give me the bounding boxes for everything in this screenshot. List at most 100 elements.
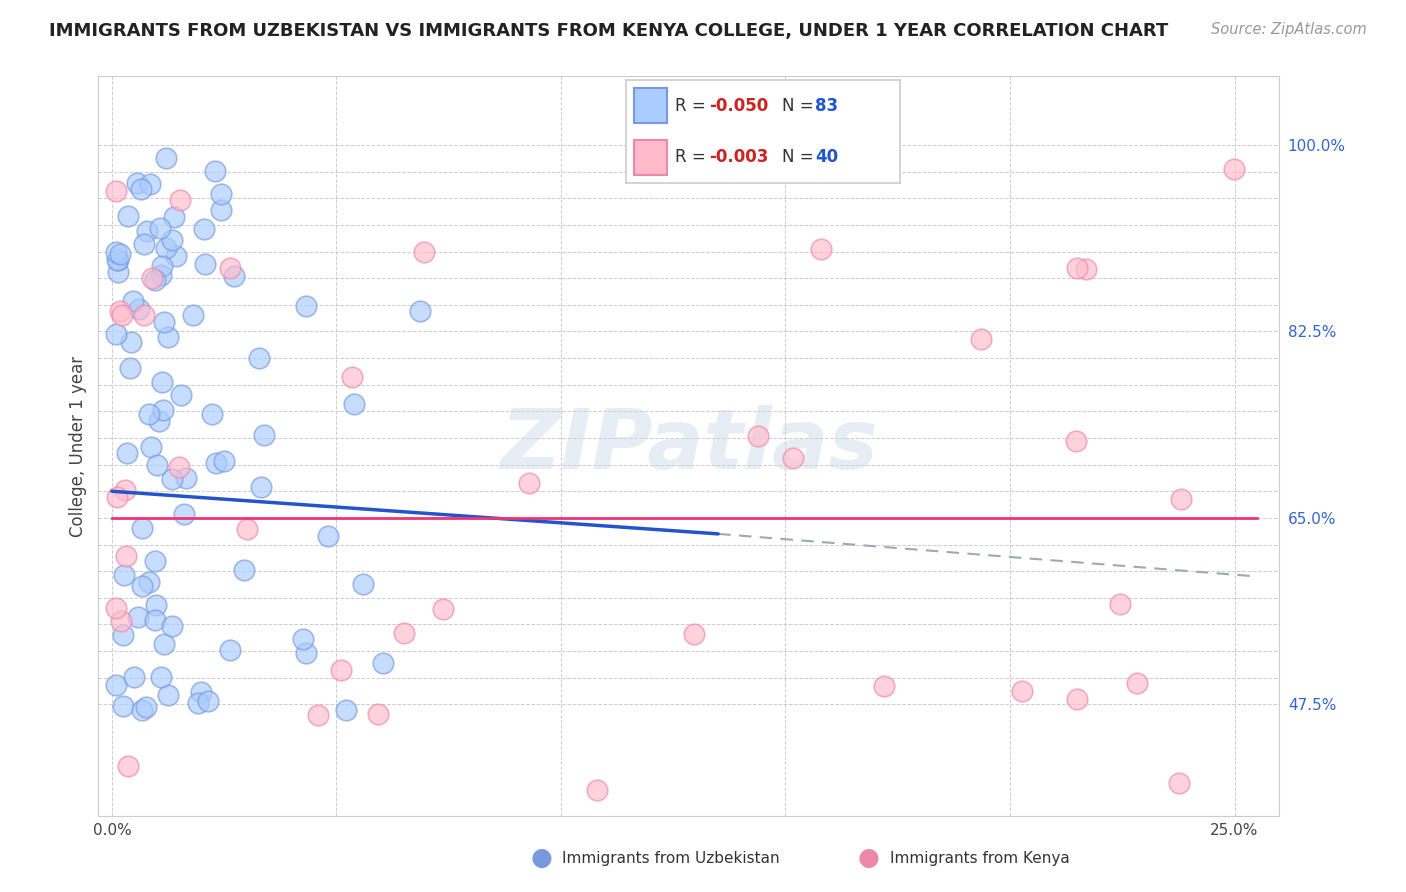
Point bbox=[149, 670, 172, 684]
Point bbox=[135, 700, 157, 714]
Point bbox=[970, 332, 993, 346]
Point bbox=[335, 703, 357, 717]
Point bbox=[115, 446, 138, 460]
Point bbox=[371, 656, 394, 670]
Point bbox=[1066, 260, 1088, 275]
Point bbox=[586, 782, 609, 797]
Point bbox=[187, 696, 209, 710]
Point bbox=[409, 303, 432, 318]
Point bbox=[292, 632, 315, 647]
Y-axis label: College, Under 1 year: College, Under 1 year bbox=[69, 355, 87, 537]
Point bbox=[132, 237, 155, 252]
Point bbox=[139, 440, 162, 454]
Point bbox=[295, 646, 318, 660]
Point bbox=[193, 222, 215, 236]
Point bbox=[131, 579, 153, 593]
Point bbox=[112, 568, 135, 582]
Point bbox=[249, 480, 271, 494]
Text: N =: N = bbox=[782, 148, 818, 166]
Point bbox=[128, 301, 150, 316]
Point bbox=[160, 472, 183, 486]
Point bbox=[115, 549, 138, 564]
Point bbox=[367, 707, 389, 722]
Point bbox=[105, 600, 128, 615]
Point bbox=[340, 370, 363, 384]
Point bbox=[181, 308, 204, 322]
Point bbox=[174, 471, 197, 485]
Point bbox=[111, 308, 134, 322]
Point bbox=[212, 454, 235, 468]
Point bbox=[209, 202, 232, 217]
Point bbox=[105, 245, 128, 260]
Point bbox=[224, 268, 246, 283]
Point bbox=[201, 407, 224, 421]
Point bbox=[160, 233, 183, 247]
Point bbox=[247, 351, 270, 366]
Point bbox=[127, 609, 149, 624]
Point bbox=[141, 270, 163, 285]
Text: ZIPatlas: ZIPatlas bbox=[501, 406, 877, 486]
Point bbox=[294, 299, 316, 313]
Point bbox=[316, 529, 339, 543]
Point bbox=[413, 245, 436, 260]
Point bbox=[169, 193, 191, 207]
Point bbox=[152, 315, 174, 329]
Text: N =: N = bbox=[782, 97, 818, 115]
Point bbox=[197, 694, 219, 708]
Point bbox=[747, 429, 769, 443]
Point bbox=[143, 273, 166, 287]
Point bbox=[149, 221, 172, 235]
Text: Immigrants from Uzbekistan: Immigrants from Uzbekistan bbox=[562, 851, 780, 865]
Point bbox=[253, 428, 276, 442]
Text: R =: R = bbox=[675, 97, 711, 115]
Point bbox=[129, 182, 152, 196]
Point bbox=[148, 414, 170, 428]
Point bbox=[149, 268, 172, 283]
Point bbox=[155, 241, 177, 255]
Point bbox=[204, 457, 226, 471]
Point bbox=[194, 257, 217, 271]
Point bbox=[153, 637, 176, 651]
Point bbox=[107, 253, 129, 268]
Point bbox=[219, 642, 242, 657]
Point bbox=[107, 265, 129, 279]
Text: ●: ● bbox=[858, 847, 880, 870]
Point bbox=[157, 330, 180, 344]
Point bbox=[219, 261, 242, 276]
Point bbox=[343, 397, 366, 411]
Point bbox=[873, 679, 896, 693]
Point bbox=[105, 490, 128, 504]
Point bbox=[352, 576, 374, 591]
Point bbox=[110, 303, 132, 318]
Point bbox=[1170, 491, 1192, 506]
Point bbox=[392, 625, 415, 640]
Point bbox=[120, 334, 142, 349]
Point bbox=[169, 388, 191, 402]
Point bbox=[204, 164, 226, 178]
Point bbox=[1126, 676, 1149, 690]
Point bbox=[120, 360, 142, 375]
Point bbox=[165, 249, 187, 263]
Text: IMMIGRANTS FROM UZBEKISTAN VS IMMIGRANTS FROM KENYA COLLEGE, UNDER 1 YEAR CORREL: IMMIGRANTS FROM UZBEKISTAN VS IMMIGRANTS… bbox=[49, 22, 1168, 40]
Text: 40: 40 bbox=[815, 148, 838, 166]
Point bbox=[1011, 684, 1033, 698]
Point bbox=[167, 459, 190, 474]
Point bbox=[114, 483, 136, 497]
Point bbox=[683, 627, 706, 641]
Point bbox=[782, 450, 804, 465]
Text: Immigrants from Kenya: Immigrants from Kenya bbox=[890, 851, 1070, 865]
Point bbox=[127, 176, 149, 190]
Point bbox=[110, 614, 132, 628]
Point bbox=[136, 224, 159, 238]
Point bbox=[122, 294, 145, 309]
Point bbox=[432, 602, 454, 616]
Point bbox=[163, 210, 186, 224]
Point bbox=[190, 684, 212, 698]
Point bbox=[112, 628, 135, 642]
Point bbox=[1108, 598, 1130, 612]
Point bbox=[150, 375, 173, 389]
Point bbox=[209, 187, 232, 202]
Point bbox=[307, 708, 329, 723]
Point bbox=[1223, 162, 1246, 177]
Point bbox=[146, 458, 169, 473]
